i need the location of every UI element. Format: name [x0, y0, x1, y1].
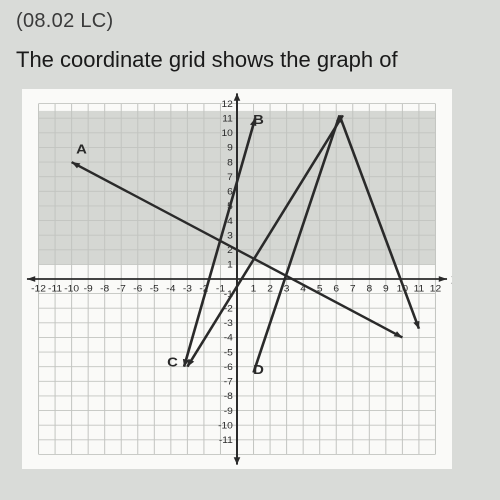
svg-text:-1: -1: [224, 289, 233, 299]
svg-text:1: 1: [227, 260, 233, 270]
svg-text:-6: -6: [133, 284, 142, 294]
svg-text:-11: -11: [219, 435, 233, 445]
svg-text:6: 6: [227, 187, 233, 197]
coordinate-grid: -12-11-10-9-8-7-6-5-4-3-2-11234567891011…: [22, 89, 452, 469]
svg-text:-4: -4: [224, 333, 234, 343]
svg-text:-5: -5: [224, 348, 233, 358]
svg-text:x: x: [451, 271, 452, 286]
svg-text:10: 10: [221, 129, 232, 139]
svg-text:-11: -11: [48, 284, 62, 294]
svg-text:7: 7: [227, 172, 233, 182]
svg-text:D: D: [253, 362, 264, 377]
svg-text:4: 4: [227, 216, 233, 226]
svg-text:-2: -2: [224, 304, 233, 314]
svg-text:9: 9: [227, 143, 233, 153]
svg-text:9: 9: [383, 284, 389, 294]
svg-text:12: 12: [221, 99, 232, 109]
svg-text:4: 4: [300, 284, 306, 294]
svg-text:7: 7: [350, 284, 356, 294]
svg-text:-2: -2: [199, 284, 208, 294]
svg-text:1: 1: [251, 284, 257, 294]
svg-text:-8: -8: [224, 392, 233, 402]
svg-text:-10: -10: [64, 284, 79, 294]
svg-text:3: 3: [227, 231, 233, 241]
svg-text:-7: -7: [224, 377, 233, 387]
svg-text:3: 3: [284, 284, 290, 294]
svg-text:-3: -3: [183, 284, 192, 294]
svg-text:11: 11: [414, 284, 425, 294]
svg-text:2: 2: [267, 284, 273, 294]
question-reference: (08.02 LC): [16, 10, 484, 33]
svg-text:10: 10: [397, 284, 408, 294]
svg-text:8: 8: [366, 284, 372, 294]
svg-text:-4: -4: [166, 284, 176, 294]
svg-text:8: 8: [227, 158, 233, 168]
svg-text:-6: -6: [224, 362, 233, 372]
svg-text:-8: -8: [100, 284, 109, 294]
svg-text:-9: -9: [84, 284, 93, 294]
svg-text:C: C: [167, 355, 178, 370]
svg-text:-3: -3: [224, 319, 233, 329]
svg-text:A: A: [76, 141, 87, 156]
svg-text:B: B: [253, 112, 264, 127]
svg-text:5: 5: [317, 284, 323, 294]
svg-text:-9: -9: [224, 406, 233, 416]
svg-text:11: 11: [222, 114, 233, 124]
svg-text:-12: -12: [31, 284, 46, 294]
svg-text:2: 2: [227, 245, 233, 255]
question-prompt: The coordinate grid shows the graph of: [16, 47, 484, 73]
svg-text:-7: -7: [117, 284, 126, 294]
svg-text:-5: -5: [150, 284, 159, 294]
svg-text:6: 6: [333, 284, 339, 294]
svg-text:12: 12: [430, 284, 441, 294]
svg-text:-10: -10: [218, 421, 233, 431]
svg-text:5: 5: [227, 202, 233, 212]
